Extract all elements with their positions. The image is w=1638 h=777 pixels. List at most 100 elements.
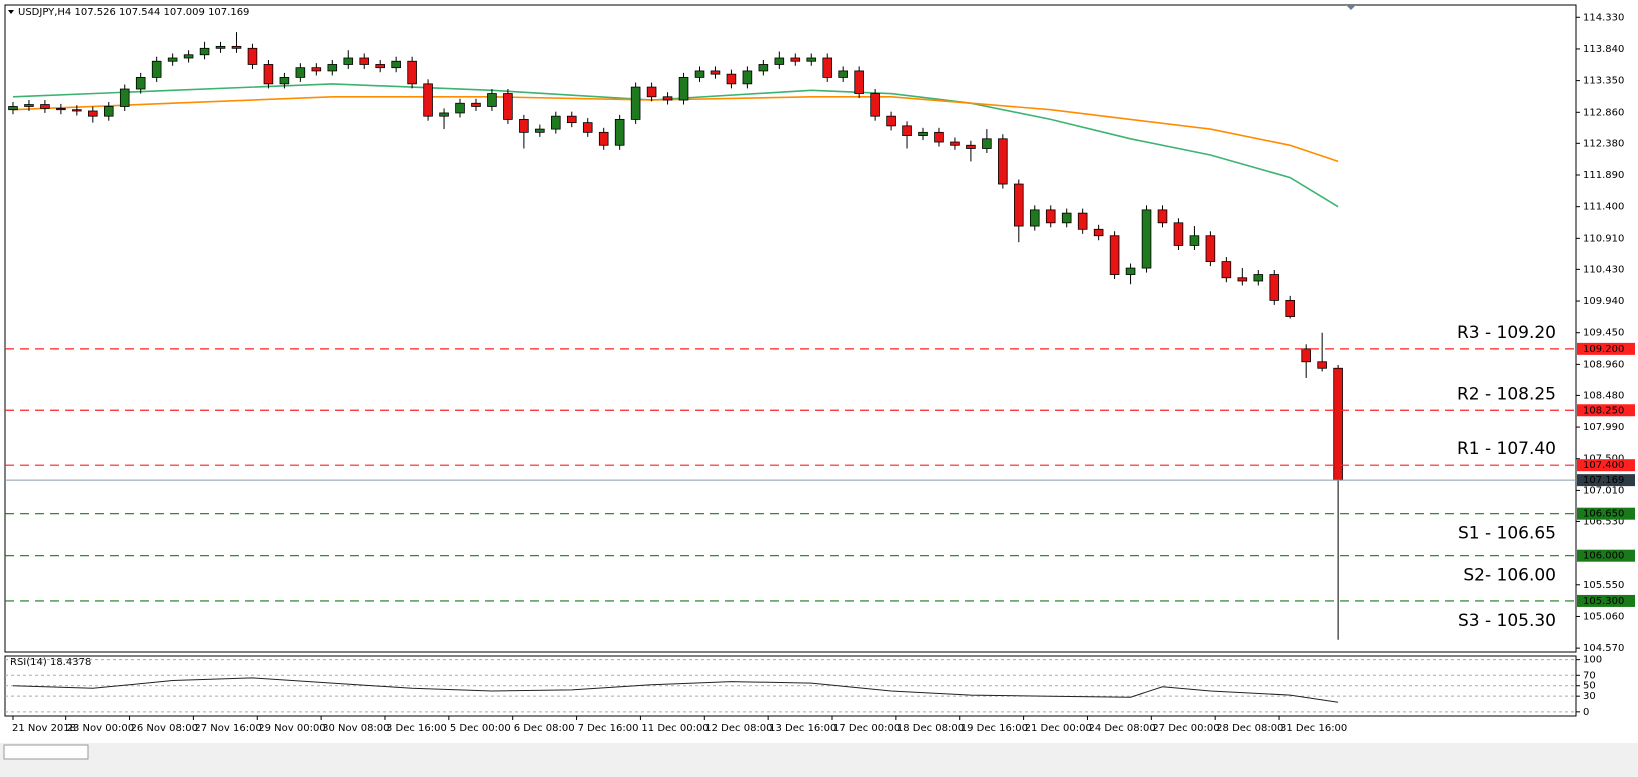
candle-body bbox=[327, 64, 338, 72]
candle-body bbox=[1157, 209, 1168, 224]
candle-body bbox=[1301, 348, 1311, 363]
candle-body bbox=[423, 83, 433, 117]
candle-body bbox=[1317, 361, 1327, 369]
candle-body bbox=[582, 122, 593, 133]
level-label: R2 - 108.25 bbox=[1457, 384, 1556, 404]
candle-body bbox=[1029, 209, 1040, 227]
candle-body bbox=[774, 57, 785, 65]
candle-body bbox=[343, 57, 354, 65]
candle-body bbox=[934, 131, 944, 143]
y-tick-label: 111.400 bbox=[1583, 202, 1624, 213]
y-tick-label: 114.330 bbox=[1583, 12, 1624, 23]
chart-title: USDJPY,H4 107.526 107.544 107.009 107.16… bbox=[18, 7, 249, 18]
level-label: R1 - 107.40 bbox=[1457, 439, 1556, 459]
level-tag bbox=[1577, 549, 1635, 562]
candle-body bbox=[950, 141, 960, 146]
x-tick-label: 3 Dec 16:00 bbox=[386, 723, 447, 734]
y-tick-label: 107.010 bbox=[1583, 485, 1624, 496]
candle-body bbox=[1173, 222, 1184, 246]
y-tick-label: 0 bbox=[1583, 707, 1589, 718]
candle-body bbox=[646, 86, 657, 98]
candle-body bbox=[838, 70, 848, 78]
x-tick-label: 21 Nov 2018 bbox=[12, 723, 76, 734]
candle-body bbox=[854, 70, 864, 94]
y-tick-label: 113.840 bbox=[1583, 44, 1624, 55]
candle-body bbox=[1045, 209, 1056, 224]
candle-body bbox=[311, 67, 322, 72]
candle-body bbox=[630, 86, 641, 120]
y-tick-label: 110.430 bbox=[1583, 264, 1624, 275]
x-tick-label: 11 Dec 00:00 bbox=[641, 723, 708, 734]
x-tick-label: 19 Dec 16:00 bbox=[961, 723, 1028, 734]
x-tick-label: 31 Dec 16:00 bbox=[1280, 723, 1347, 734]
rsi-title: RSI(14) 18.4378 bbox=[10, 657, 91, 668]
candle-body bbox=[535, 128, 545, 133]
candle-body bbox=[614, 119, 625, 146]
candle-body bbox=[183, 54, 194, 59]
candle-body bbox=[359, 57, 370, 65]
menu-arrow[interactable] bbox=[8, 10, 14, 14]
level-tag-label: 106.000 bbox=[1583, 551, 1624, 562]
x-tick-label: 7 Dec 16:00 bbox=[578, 723, 639, 734]
line-series bbox=[12, 677, 1339, 703]
candle-body bbox=[551, 115, 561, 130]
candle-body bbox=[1205, 235, 1216, 263]
candle-body bbox=[726, 73, 737, 85]
y-tick-label: 100 bbox=[1583, 655, 1602, 666]
candle-body bbox=[998, 138, 1008, 185]
x-tick-label: 27 Dec 00:00 bbox=[1152, 723, 1219, 734]
candle-body bbox=[966, 144, 976, 149]
candle-body bbox=[758, 64, 769, 72]
x-tick-label: 28 Dec 08:00 bbox=[1216, 723, 1283, 734]
candle-body bbox=[519, 119, 529, 133]
level-label: R3 - 109.20 bbox=[1457, 323, 1556, 343]
level-tag-label: 107.400 bbox=[1583, 460, 1624, 471]
x-tick-label: 23 Nov 00:00 bbox=[67, 723, 134, 734]
candle-body bbox=[1014, 183, 1024, 227]
candle-body bbox=[119, 88, 130, 107]
candle-body bbox=[1285, 299, 1296, 317]
level-tag bbox=[1577, 404, 1635, 417]
candle-body bbox=[439, 112, 449, 117]
candle-body bbox=[375, 64, 385, 69]
tab[interactable] bbox=[3, 744, 89, 760]
candle-body bbox=[1109, 235, 1120, 275]
y-tick-label: 110.910 bbox=[1583, 233, 1624, 244]
candle-body bbox=[391, 60, 401, 69]
y-tick-label: 112.380 bbox=[1583, 138, 1624, 149]
y-tick-label: 111.890 bbox=[1583, 170, 1624, 181]
candle-body bbox=[471, 102, 481, 107]
candle-body bbox=[1093, 228, 1104, 237]
candle-body bbox=[902, 125, 912, 136]
candle-body bbox=[710, 70, 721, 75]
candle-body bbox=[1189, 235, 1200, 246]
x-tick-label: 30 Nov 08:00 bbox=[322, 723, 389, 734]
level-tag-label: 108.250 bbox=[1583, 405, 1624, 416]
panel-frame bbox=[4, 4, 1577, 653]
last-price-tag bbox=[1577, 474, 1635, 487]
y-tick-label: 105.060 bbox=[1583, 611, 1624, 622]
candle-body bbox=[870, 93, 880, 117]
level-tag-label: 106.650 bbox=[1583, 509, 1624, 520]
y-tick-label: 106.530 bbox=[1583, 516, 1624, 527]
candle-body bbox=[263, 64, 274, 85]
candle-body bbox=[135, 76, 146, 90]
candle-body bbox=[503, 93, 513, 120]
candle-body bbox=[1333, 367, 1343, 481]
y-tick-label: 112.860 bbox=[1583, 107, 1624, 118]
candle-body bbox=[678, 76, 689, 101]
level-label: S1 - 106.65 bbox=[1458, 524, 1556, 544]
y-tick-label: 107.990 bbox=[1583, 422, 1624, 433]
x-tick-label: 18 Dec 08:00 bbox=[897, 723, 964, 734]
y-tick-label: 109.450 bbox=[1583, 328, 1624, 339]
candle-body bbox=[598, 131, 609, 146]
candle-body bbox=[822, 57, 833, 78]
candle-body bbox=[694, 70, 705, 78]
candle-body bbox=[56, 108, 66, 111]
candle-body bbox=[566, 115, 577, 124]
level-tag-label: 109.200 bbox=[1583, 344, 1624, 355]
candle-body bbox=[1253, 274, 1264, 282]
candle-body bbox=[8, 106, 18, 111]
candle-body bbox=[1237, 277, 1248, 282]
